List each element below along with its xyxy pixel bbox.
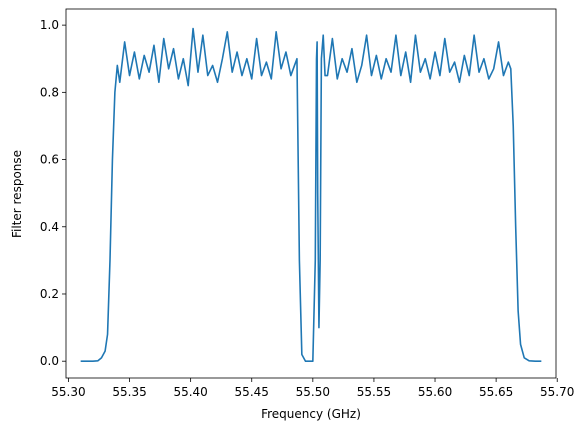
x-tick-label: 55.60	[418, 385, 452, 399]
x-tick-label: 55.50	[296, 385, 330, 399]
x-axis-label: Frequency (GHz)	[261, 407, 361, 421]
y-axis-label: Filter response	[10, 150, 24, 238]
y-tick-label: 0.8	[40, 85, 59, 99]
y-tick-label: 0.2	[40, 287, 59, 301]
line	[80, 27, 542, 362]
x-tick-label: 55.70	[540, 385, 574, 399]
x-tick-label: 55.55	[357, 385, 391, 399]
y-tick-label: 0.0	[40, 354, 59, 368]
y-tick-label: 0.6	[40, 153, 59, 167]
x-tick-label: 55.45	[235, 385, 269, 399]
x-tick-label: 55.40	[173, 385, 207, 399]
x-tick-label: 55.35	[112, 385, 146, 399]
x-tick-label: 55.30	[51, 385, 85, 399]
plot-frame	[65, 8, 557, 379]
y-tick-label: 1.0	[40, 18, 59, 32]
y-tick-label: 0.4	[40, 220, 59, 234]
x-tick-label: 55.65	[479, 385, 513, 399]
